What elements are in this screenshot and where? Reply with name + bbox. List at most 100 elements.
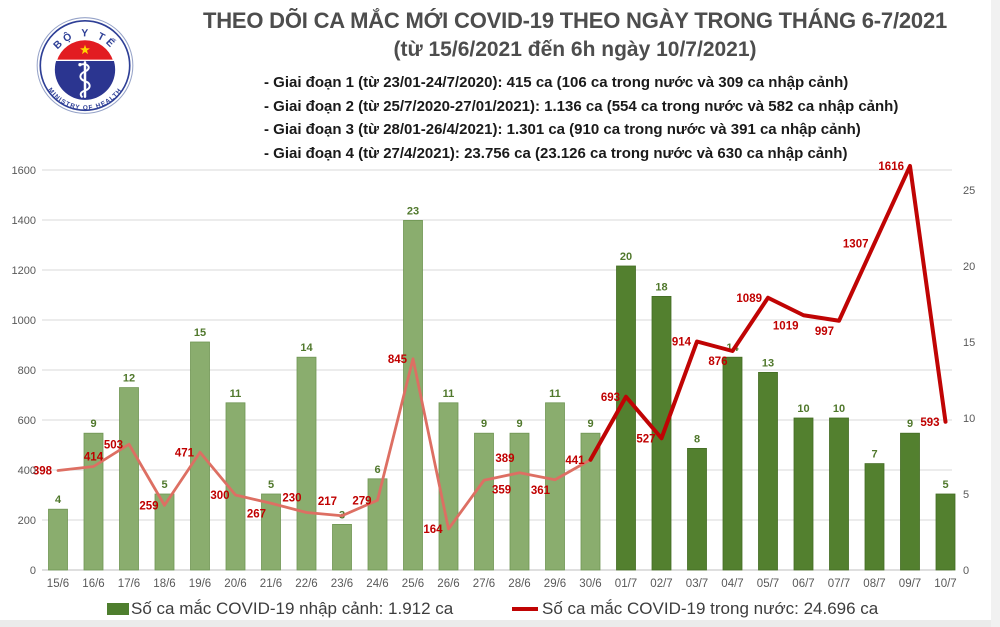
line-value-label: 845 [388,354,408,366]
x-axis-label: 27/6 [473,578,495,590]
moh-logo-graphic: BỘ Y TẾ MINISTRY OF HEALTH [36,17,134,114]
line-value-label: 503 [104,439,123,451]
left-axis-tick: 1600 [12,165,36,177]
line-value-label: 876 [708,356,727,368]
line-value-label: 1307 [843,238,869,250]
line-value-label: 1019 [773,320,799,332]
line-value-label: 914 [672,337,692,349]
bar-value-label: 9 [516,418,522,430]
phase-4-summary: - Giai đoạn 4 (từ 27/4/2021): 23.756 ca … [264,144,848,162]
chart-legend: Số ca mắc COVID-19 nhập cảnh: 1.912 ca S… [0,599,1000,621]
bar-value-label: 10 [797,403,809,415]
line-value-label: 361 [531,485,551,497]
domestic-cases-line-june [56,357,592,531]
x-axis-label: 10/7 [934,578,956,590]
line-value-label: 471 [175,447,195,459]
x-axis-label: 07/7 [828,578,850,590]
bar-value-label: 14 [300,342,313,354]
right-axis-tick: 0 [963,565,969,577]
line-value-label: 693 [601,392,620,404]
domestic-cases-line-july [588,164,948,462]
bar-24-6 [367,478,388,571]
x-axis-label: 21/6 [260,578,282,590]
legend-item-domestic: Số ca mắc COVID-19 trong nước: 24.696 ca [512,599,878,619]
line-value-label: 230 [282,493,301,505]
bar-value-label: 9 [481,418,487,430]
bar-04-7 [722,356,743,571]
bar-23-6 [332,524,352,571]
bar-20-6 [225,402,246,571]
line-value-label: 267 [247,508,266,520]
bar-15-6 [48,508,68,571]
line-value-label: 414 [84,452,104,464]
bar-09-7 [900,432,920,571]
logo-snake-icon [79,63,91,98]
bar-value-label: 6 [374,464,380,476]
left-axis-tick: 1200 [12,265,36,277]
bar-value-label: 11 [443,388,455,400]
line-value-label: 217 [318,496,337,508]
bar-30-6 [580,432,601,571]
bar-value-label: 4 [55,494,62,506]
x-axis-label: 28/6 [508,578,530,590]
bar-value-label: 10 [833,403,845,415]
x-axis-label: 17/6 [118,578,140,590]
logo-snake-head [78,63,82,67]
x-axis-label: 01/7 [615,578,637,590]
line-value-label: 527 [636,433,655,445]
x-axis-label: 02/7 [650,578,672,590]
phase-1-summary: - Giai đoạn 1 (từ 23/01-24/7/2020): 415 … [264,74,849,91]
right-axis-tick: 15 [963,337,975,349]
x-axis-label: 03/7 [686,578,708,590]
bar-value-label: 7 [871,449,877,461]
bar-17-6 [119,387,139,571]
bar-19-6 [190,341,210,571]
right-border-strip [991,0,1000,627]
bar-value-label: 18 [655,281,667,293]
bar-value-label: 11 [549,388,561,400]
bar-06-7 [793,417,814,571]
x-axis-label: 19/6 [189,578,211,590]
left-axis-tick: 800 [18,365,36,377]
x-axis-label: 20/6 [224,578,246,590]
line-value-label: 164 [423,524,443,536]
bar-value-label: 15 [194,327,206,339]
title-block: THEO DÕI CA MẮC MỚI COVID-19 THEO NGÀY T… [150,6,1000,64]
line-value-label: 259 [139,500,158,512]
logo-inner-ring [39,19,131,112]
bar-21-6 [261,493,281,571]
line-value-label: 593 [920,417,939,429]
ministry-of-health-logo: BỘ Y TẾ MINISTRY OF HEALTH [33,6,137,123]
x-axis-label: 25/6 [402,578,424,590]
legend-bar-label: Số ca mắc COVID-19 nhập cảnh: 1.912 ca [131,599,454,618]
x-axis-label: 26/6 [437,578,459,590]
page-subtitle: (từ 15/6/2021 đến 6h ngày 10/7/2021) [393,38,757,61]
bar-value-label: 9 [587,418,593,430]
bottom-border-strip [0,620,1000,627]
x-axis-label: 24/6 [366,578,388,590]
bar-01-7 [616,265,636,571]
x-axis-label: 09/7 [899,578,921,590]
bar-28-6 [509,432,530,571]
line-value-label: 389 [495,453,514,465]
phase-2-summary: - Giai đoạn 2 (từ 25/7/2020-27/01/2021):… [264,97,899,115]
bar-03-7 [687,447,707,571]
line-value-label: 279 [352,495,371,507]
bar-value-label: 9 [90,418,96,430]
bar-05-7 [758,371,778,571]
x-axis-label: 23/6 [331,578,353,590]
left-axis-tick: 1000 [12,315,36,327]
logo-star-icon [80,44,90,55]
phase-summary: - Giai đoạn 1 (từ 23/01-24/7/2020): 415 … [264,71,898,165]
legend-item-imported: Số ca mắc COVID-19 nhập cảnh: 1.912 ca [107,599,453,619]
bar-value-label: 5 [268,479,274,491]
right-axis-tick: 5 [963,489,969,501]
bar-value-label: 23 [407,205,419,217]
right-axis-tick: 25 [963,185,975,197]
x-axis-label: 04/7 [721,578,743,590]
line-value-label: 1616 [878,161,904,173]
bar-value-label: 11 [230,388,242,400]
legend-line-label: Số ca mắc COVID-19 trong nước: 24.696 ca [542,599,879,618]
line-value-label: 1089 [736,293,762,305]
